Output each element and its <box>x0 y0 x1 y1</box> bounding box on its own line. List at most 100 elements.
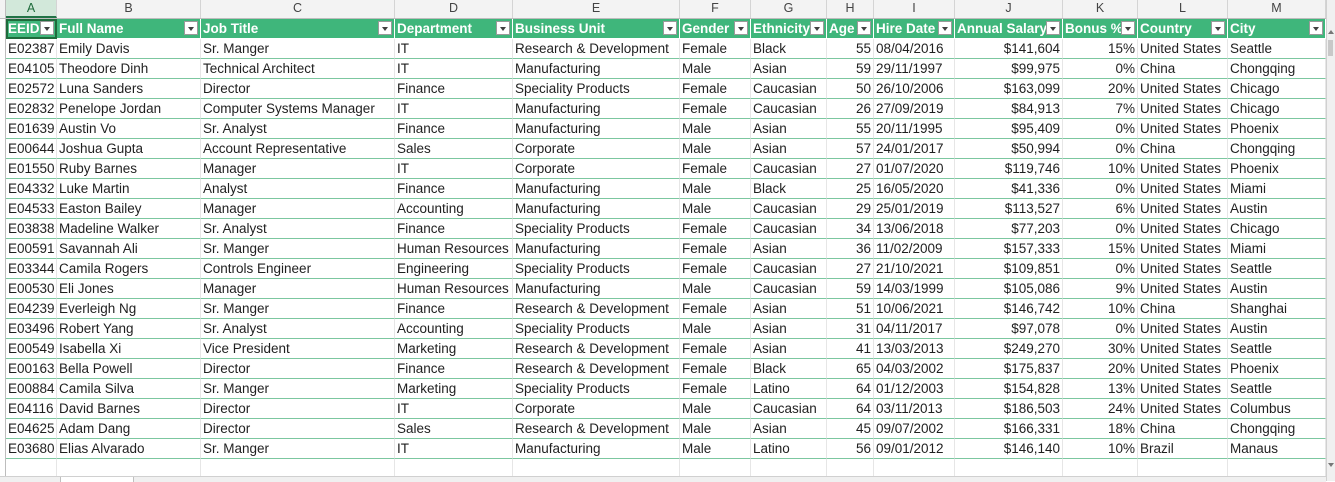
table-cell[interactable]: Controls Engineer <box>201 259 395 279</box>
table-cell[interactable]: Sr. Manger <box>201 39 395 59</box>
header-cell[interactable]: Gender <box>680 19 751 39</box>
table-cell[interactable] <box>680 459 751 479</box>
table-row-partial[interactable] <box>0 459 1326 479</box>
table-cell[interactable]: Sales <box>395 139 513 159</box>
table-cell[interactable]: Manager <box>201 159 395 179</box>
column-letter-l[interactable]: L <box>1138 0 1228 18</box>
filter-dropdown-icon[interactable] <box>938 21 952 35</box>
table-cell[interactable]: United States <box>1138 399 1228 419</box>
table-cell[interactable]: Austin <box>1228 279 1326 299</box>
table-cell[interactable]: Seattle <box>1228 259 1326 279</box>
table-cell[interactable] <box>751 459 827 479</box>
table-cell[interactable]: Theodore Dinh <box>57 59 201 79</box>
table-cell[interactable]: United States <box>1138 179 1228 199</box>
column-letter-c[interactable]: C <box>201 0 395 18</box>
table-cell[interactable]: Sr. Analyst <box>201 219 395 239</box>
table-cell[interactable]: E03344 <box>6 259 57 279</box>
column-letter-j[interactable]: J <box>955 0 1063 18</box>
table-cell[interactable]: Chicago <box>1228 79 1326 99</box>
table-cell[interactable]: Black <box>751 359 827 379</box>
filter-dropdown-icon[interactable] <box>663 21 677 35</box>
table-cell[interactable]: Robert Yang <box>57 319 201 339</box>
table-cell[interactable]: Manufacturing <box>513 179 680 199</box>
table-cell[interactable]: Research & Development <box>513 339 680 359</box>
table-cell[interactable]: Austin <box>1228 199 1326 219</box>
table-cell[interactable]: Male <box>680 59 751 79</box>
table-row[interactable]: E04533 Easton Bailey Manager Accounting Manu… <box>0 199 1326 219</box>
table-cell[interactable]: 29/11/1997 <box>874 59 955 79</box>
table-cell[interactable]: Human Resources <box>395 279 513 299</box>
table-cell[interactable]: $141,604 <box>955 39 1063 59</box>
table-cell[interactable]: 20% <box>1063 79 1138 99</box>
table-cell[interactable]: Finance <box>395 219 513 239</box>
table-row[interactable]: E03680 Elias Alvarado Sr. Manger IT Manufact… <box>0 439 1326 459</box>
table-cell[interactable]: United States <box>1138 99 1228 119</box>
table-cell[interactable]: Director <box>201 419 395 439</box>
table-cell[interactable]: Manufacturing <box>513 99 680 119</box>
table-cell[interactable]: Madeline Walker <box>57 219 201 239</box>
column-letter-e[interactable]: E <box>513 0 680 18</box>
table-cell[interactable]: 24/01/2017 <box>874 139 955 159</box>
table-cell[interactable]: China <box>1138 419 1228 439</box>
table-row[interactable]: E00644 Joshua Gupta Account Representative… <box>0 139 1326 159</box>
table-row[interactable]: E04116 David Barnes Director IT Corporate Mal… <box>0 399 1326 419</box>
table-cell[interactable]: Corporate <box>513 399 680 419</box>
table-cell[interactable]: Research & Development <box>513 299 680 319</box>
table-cell[interactable]: 9% <box>1063 279 1138 299</box>
table-cell[interactable]: Seattle <box>1228 339 1326 359</box>
table-cell[interactable]: 04/03/2002 <box>874 359 955 379</box>
table-cell[interactable]: Human Resources <box>395 239 513 259</box>
table-cell[interactable]: Sales <box>395 419 513 439</box>
filter-dropdown-icon[interactable] <box>1121 21 1135 35</box>
table-cell[interactable]: 03/11/2013 <box>874 399 955 419</box>
table-cell[interactable]: 01/07/2020 <box>874 159 955 179</box>
table-cell[interactable]: Caucasian <box>751 79 827 99</box>
header-cell[interactable]: Country <box>1138 19 1228 39</box>
table-cell[interactable]: Phoenix <box>1228 119 1326 139</box>
table-cell[interactable]: $249,270 <box>955 339 1063 359</box>
table-row[interactable]: E03496 Robert Yang Sr. Analyst Accounting Sp… <box>0 319 1326 339</box>
table-cell[interactable]: Miami <box>1228 239 1326 259</box>
table-cell[interactable]: Manaus <box>1228 439 1326 459</box>
header-cell[interactable]: Business Unit <box>513 19 680 39</box>
filter-dropdown-icon[interactable] <box>378 21 392 35</box>
table-cell[interactable]: 14/03/1999 <box>874 279 955 299</box>
header-cell[interactable]: EEID <box>6 19 57 39</box>
table-cell[interactable]: Chicago <box>1228 99 1326 119</box>
filter-dropdown-icon[interactable] <box>810 21 824 35</box>
table-cell[interactable]: E04239 <box>6 299 57 319</box>
header-cell[interactable]: City <box>1228 19 1326 39</box>
table-cell[interactable]: 10% <box>1063 439 1138 459</box>
table-cell[interactable]: E03680 <box>6 439 57 459</box>
table-cell[interactable]: 55 <box>827 119 874 139</box>
table-cell[interactable]: 04/11/2017 <box>874 319 955 339</box>
table-cell[interactable]: Account Representative <box>201 139 395 159</box>
table-cell[interactable]: E04625 <box>6 419 57 439</box>
table-cell[interactable]: Sr. Manger <box>201 439 395 459</box>
table-cell[interactable]: Caucasian <box>751 199 827 219</box>
table-cell[interactable]: Speciality Products <box>513 379 680 399</box>
table-cell[interactable]: Adam Dang <box>57 419 201 439</box>
table-cell[interactable]: Caucasian <box>751 259 827 279</box>
table-cell[interactable]: Female <box>680 259 751 279</box>
table-cell[interactable]: 09/01/2012 <box>874 439 955 459</box>
table-cell[interactable]: Columbus <box>1228 399 1326 419</box>
table-cell[interactable]: Latino <box>751 379 827 399</box>
table-cell[interactable] <box>6 459 57 479</box>
table-cell[interactable]: 10/06/2021 <box>874 299 955 319</box>
table-cell[interactable]: Female <box>680 39 751 59</box>
table-cell[interactable]: 20% <box>1063 359 1138 379</box>
table-cell[interactable]: Camila Silva <box>57 379 201 399</box>
table-cell[interactable]: Luke Martin <box>57 179 201 199</box>
table-cell[interactable]: IT <box>395 399 513 419</box>
table-cell[interactable]: United States <box>1138 379 1228 399</box>
table-cell[interactable]: Finance <box>395 79 513 99</box>
table-cell[interactable]: E01639 <box>6 119 57 139</box>
table-cell[interactable]: Miami <box>1228 179 1326 199</box>
table-cell[interactable]: United States <box>1138 39 1228 59</box>
column-letter-m[interactable]: M <box>1228 0 1326 18</box>
table-cell[interactable]: Accounting <box>395 319 513 339</box>
table-cell[interactable]: Asian <box>751 119 827 139</box>
table-cell[interactable]: Director <box>201 79 395 99</box>
header-cell[interactable]: Age <box>827 19 874 39</box>
